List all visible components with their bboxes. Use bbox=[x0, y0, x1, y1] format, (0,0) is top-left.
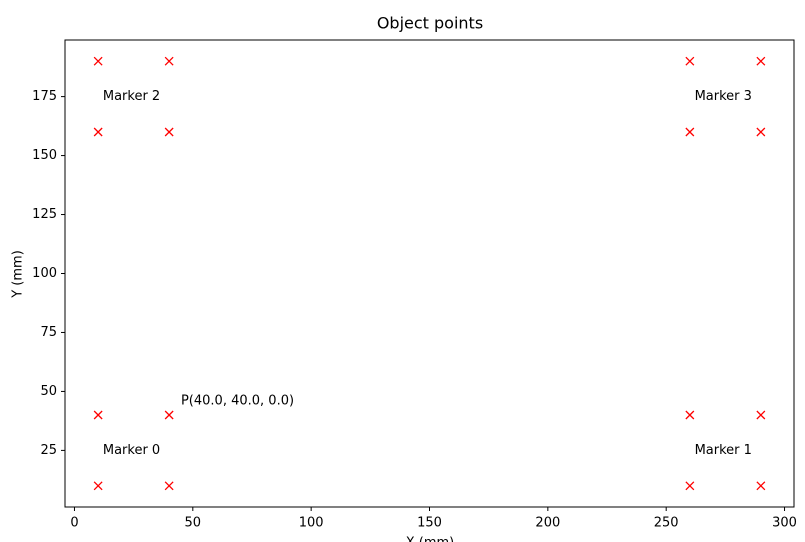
point bbox=[685, 410, 695, 420]
annotation: Marker 0 bbox=[103, 443, 160, 458]
point bbox=[685, 127, 695, 137]
point bbox=[685, 481, 695, 491]
x-axis-label: X (mm) bbox=[406, 536, 455, 542]
annotation: P(40.0, 40.0, 0.0) bbox=[181, 393, 294, 408]
point bbox=[93, 481, 103, 491]
x-tick-label: 0 bbox=[70, 516, 78, 531]
point bbox=[756, 410, 766, 420]
point bbox=[164, 127, 174, 137]
x-tick-label: 250 bbox=[654, 516, 679, 531]
annotation: Marker 2 bbox=[103, 89, 160, 104]
point bbox=[164, 481, 174, 491]
y-tick-label: 75 bbox=[40, 325, 57, 340]
point bbox=[93, 410, 103, 420]
y-tick-label: 100 bbox=[32, 266, 57, 281]
y-tick-label: 150 bbox=[32, 148, 57, 163]
chart-title: Object points bbox=[377, 14, 483, 33]
point bbox=[685, 56, 695, 66]
point bbox=[164, 56, 174, 66]
y-tick-label: 25 bbox=[40, 443, 57, 458]
x-tick-label: 300 bbox=[772, 516, 797, 531]
x-tick-label: 100 bbox=[299, 516, 324, 531]
y-tick-label: 175 bbox=[32, 89, 57, 104]
point bbox=[164, 410, 174, 420]
annotation: Marker 1 bbox=[695, 443, 752, 458]
point bbox=[93, 56, 103, 66]
y-axis-label: Y (mm) bbox=[11, 250, 26, 299]
point bbox=[93, 127, 103, 137]
y-tick-label: 50 bbox=[40, 384, 57, 399]
x-tick-label: 200 bbox=[535, 516, 560, 531]
x-tick-label: 50 bbox=[185, 516, 202, 531]
plot-frame bbox=[64, 39, 795, 508]
annotation: Marker 3 bbox=[695, 89, 752, 104]
point bbox=[756, 481, 766, 491]
point bbox=[756, 127, 766, 137]
x-tick-label: 150 bbox=[417, 516, 442, 531]
y-tick-label: 125 bbox=[32, 207, 57, 222]
point bbox=[756, 56, 766, 66]
